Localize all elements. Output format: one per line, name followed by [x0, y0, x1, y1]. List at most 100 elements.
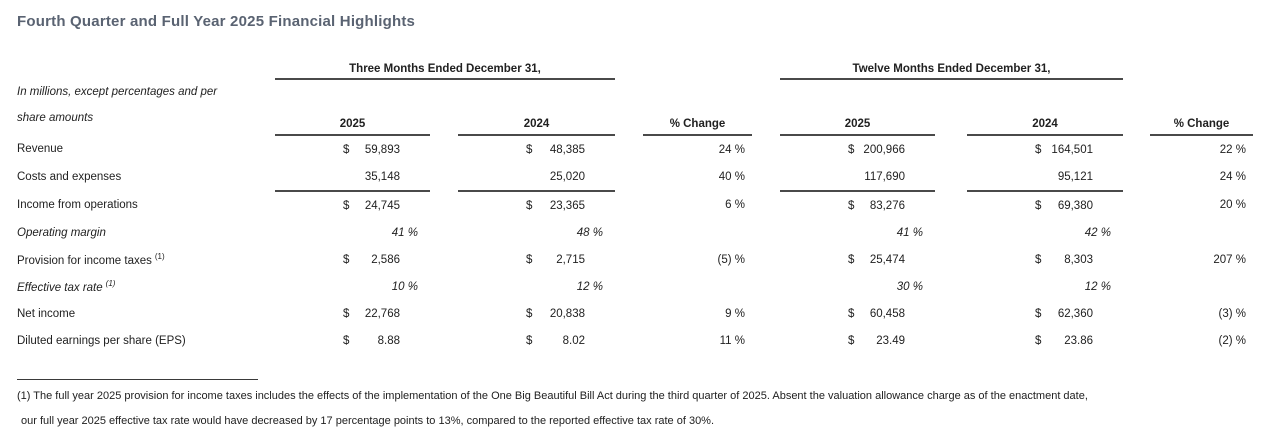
table-row-operating-margin: Operating margin 41 % 48 % 41 % 42 % [17, 219, 1253, 246]
row-label: Provision for income taxes [17, 254, 152, 267]
cell-value: 12 % [1084, 280, 1111, 293]
dollar-sign: $ [343, 199, 350, 212]
financial-highlights-table: Three Months Ended December 31, Twelve M… [17, 55, 1253, 354]
cell-value: 83,276 [869, 199, 905, 212]
cell-value: 24,745 [364, 199, 400, 212]
cell-value: 23,365 [549, 199, 585, 212]
cell-q2025: 41 % [275, 219, 430, 246]
cell-q2024: 48 % [458, 219, 615, 246]
cell-y2024: 42 % [967, 219, 1123, 246]
dollar-sign: $ [526, 253, 533, 266]
cell-y2025: 30 % [780, 273, 935, 300]
cell-q-change: 40 % [718, 171, 745, 183]
dollar-sign: $ [848, 199, 855, 212]
table-row-costs-and-expenses: Costs and expenses 35,148 25,020 40 % 11… [17, 163, 1253, 192]
dollar-sign: $ [343, 334, 350, 347]
unit-note-line2: share amounts [17, 112, 94, 124]
cell-value: 8.02 [562, 334, 585, 347]
period-header-row: Three Months Ended December 31, Twelve M… [17, 55, 1253, 80]
cell-value: 117,690 [864, 170, 905, 183]
cell-y-change: 22 % [1219, 143, 1246, 156]
cell-value: 164,501 [1051, 143, 1093, 156]
cell-y2024: $69,380 [967, 191, 1123, 219]
cell-value: 48,385 [549, 143, 585, 156]
cell-y-change: (3) % [1218, 307, 1246, 320]
col-header-y-2024: 2024 [967, 79, 1123, 136]
cell-y2024: $164,501 [967, 135, 1123, 163]
cell-q2025: $59,893 [275, 135, 430, 163]
cell-value: 23.49 [876, 334, 905, 347]
dollar-sign: $ [1035, 334, 1042, 347]
dollar-sign: $ [848, 307, 855, 320]
footnote-line2: our full year 2025 effective tax rate wo… [21, 415, 715, 427]
footnote-line1: (1) The full year 2025 provision for inc… [17, 390, 1088, 402]
table-row-effective-tax-rate: Effective tax rate (1) 10 % 12 % 30 % 12 … [17, 273, 1253, 300]
cell-y2025: 41 % [780, 219, 935, 246]
col-header-y-2025: 2025 [780, 79, 935, 136]
cell-y-change: 207 % [1213, 253, 1246, 266]
cell-value: 48 % [576, 226, 603, 239]
cell-value: 2,715 [556, 253, 585, 266]
cell-q2025: $22,768 [275, 300, 430, 327]
dollar-sign: $ [848, 253, 855, 266]
cell-y2025: 117,690 [780, 163, 935, 192]
cell-q2024: $48,385 [458, 135, 615, 163]
dollar-sign: $ [848, 143, 855, 156]
table-row-revenue: Revenue $59,893 $48,385 24 % $200,966 $1… [17, 135, 1253, 163]
cell-q-change [643, 273, 752, 300]
dollar-sign: $ [848, 334, 855, 347]
cell-value: 200,966 [863, 143, 905, 156]
cell-value: 41 % [896, 226, 923, 239]
cell-value: 8.88 [377, 334, 400, 347]
cell-y2024: $8,303 [967, 246, 1123, 273]
dollar-sign: $ [526, 307, 533, 320]
cell-y2025: $25,474 [780, 246, 935, 273]
dollar-sign: $ [1035, 143, 1042, 156]
cell-y2024: $62,360 [967, 300, 1123, 327]
cell-q2025: $24,745 [275, 191, 430, 219]
cell-q-change: 9 % [725, 307, 745, 320]
cell-q-change [643, 219, 752, 246]
cell-y2025: $23.49 [780, 327, 935, 354]
three-months-header: Three Months Ended December 31, [275, 55, 615, 80]
cell-q2024: 25,020 [458, 163, 615, 192]
cell-y2025: $200,966 [780, 135, 935, 163]
cell-value: 35,148 [364, 170, 400, 183]
footnote-ref: (1) [154, 252, 165, 262]
cell-value: 8,303 [1064, 253, 1093, 266]
row-label: Income from operations [17, 199, 138, 211]
unit-note-line1: In millions, except percentages and per [17, 86, 218, 98]
cell-y2024: $23.86 [967, 327, 1123, 354]
cell-q2025: 35,148 [275, 163, 430, 192]
cell-q2024: $2,715 [458, 246, 615, 273]
cell-value: 69,380 [1057, 199, 1093, 212]
dollar-sign: $ [1035, 307, 1042, 320]
table-row-provision-for-income-taxes: Provision for income taxes (1) $2,586 $2,… [17, 246, 1253, 273]
cell-value: 95,121 [1057, 170, 1093, 183]
cell-q2024: $23,365 [458, 191, 615, 219]
cell-q2025: $2,586 [275, 246, 430, 273]
column-header-row: In millions, except percentages and per … [17, 79, 1253, 136]
cell-y-change: 20 % [1219, 199, 1246, 211]
cell-q2025: 10 % [275, 273, 430, 300]
dollar-sign: $ [343, 307, 350, 320]
row-label: Net income [17, 307, 76, 320]
cell-q2024: $8.02 [458, 327, 615, 354]
cell-y2025: $60,458 [780, 300, 935, 327]
col-header-q-2024: 2024 [458, 79, 615, 136]
cell-y-change: (2) % [1218, 334, 1246, 347]
cell-y2024: 95,121 [967, 163, 1123, 192]
cell-y-change: 24 % [1219, 171, 1246, 183]
dollar-sign: $ [526, 199, 533, 212]
dollar-sign: $ [343, 143, 350, 156]
row-label: Revenue [17, 143, 64, 155]
cell-value: 60,458 [869, 307, 905, 320]
row-label: Operating margin [17, 226, 106, 239]
col-header-q-2025: 2025 [275, 79, 430, 136]
cell-value: 62,360 [1057, 307, 1093, 320]
cell-q-change: 6 % [725, 199, 745, 211]
cell-value: 23.86 [1064, 334, 1093, 347]
cell-value: 12 % [576, 280, 603, 293]
